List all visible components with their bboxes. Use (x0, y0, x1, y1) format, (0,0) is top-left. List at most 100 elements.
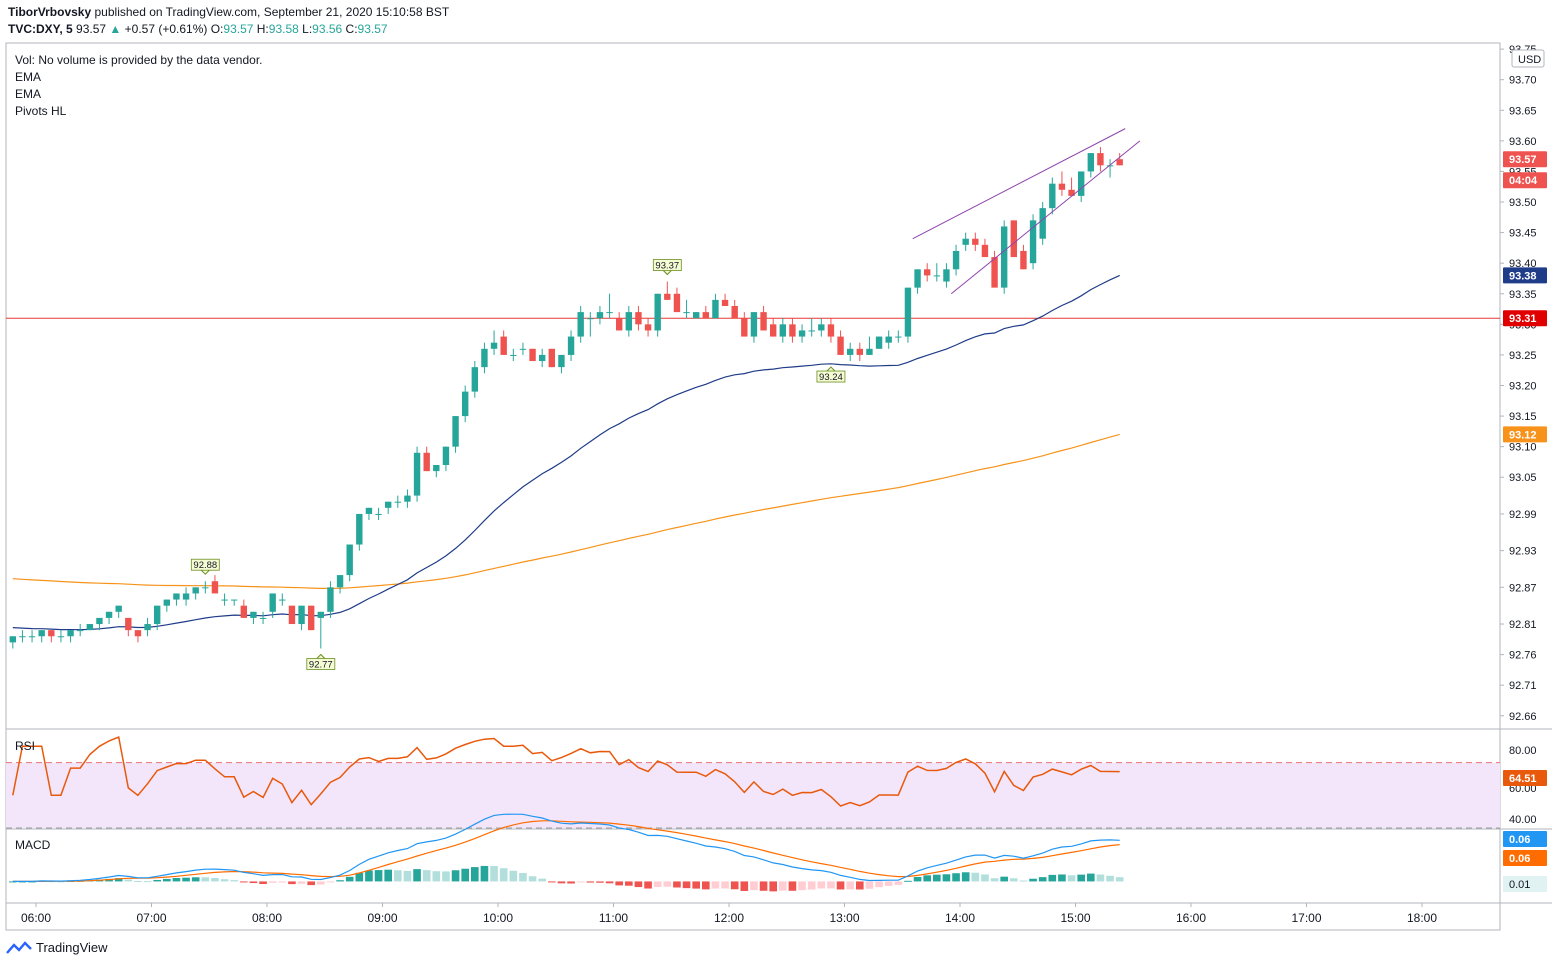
candle-body (500, 336, 507, 355)
candle-body (972, 238, 979, 245)
candle-body (577, 312, 584, 337)
candle-body (481, 348, 488, 368)
time-tick-label: 12:00 (714, 911, 744, 925)
candle (365, 507, 373, 521)
candle-body (182, 593, 190, 600)
macd-histogram-bar (942, 874, 951, 882)
macd-histogram-bar (663, 881, 672, 887)
candle (221, 593, 228, 606)
macd-histogram-bar (317, 881, 325, 885)
candle (923, 263, 931, 282)
candle-body (837, 336, 844, 355)
up-arrow-icon: ▲ (109, 22, 122, 36)
close-label: C: (345, 22, 358, 36)
candle (1097, 146, 1104, 172)
candle-body (644, 324, 652, 331)
candle (57, 630, 65, 643)
tradingview-footer[interactable]: TradingView (6, 940, 108, 955)
candle-body (1058, 183, 1066, 190)
time-tick-label: 18:00 (1407, 911, 1437, 925)
currency-label: USD (1518, 54, 1541, 66)
candle (875, 336, 883, 349)
candle-body (452, 416, 459, 447)
macd-histogram-bar (422, 870, 431, 882)
macd-histogram-bar (817, 881, 826, 889)
candle-body (519, 348, 527, 350)
time-tick-label: 15:00 (1060, 911, 1090, 925)
candle-body (712, 299, 719, 319)
candle (452, 416, 459, 453)
time-tick-label: 09:00 (367, 911, 397, 925)
price-tick-label: 93.40 (1509, 258, 1537, 270)
pivots-legend[interactable]: Pivots HL (15, 104, 67, 118)
candle (1029, 214, 1037, 270)
candle-body (538, 354, 546, 362)
macd-value-tag: 0.06 (1509, 834, 1530, 846)
tradingview-logo-icon (6, 940, 32, 954)
candle (394, 495, 402, 508)
macd-histogram-bar (528, 876, 537, 882)
candle-body (721, 299, 729, 306)
candle-body (346, 544, 353, 576)
open-label: O: (210, 22, 224, 36)
candle-body (1020, 250, 1027, 270)
hline-tag-bg (1503, 310, 1547, 327)
candle-body (625, 312, 633, 331)
candle-body (38, 630, 45, 637)
candle (972, 232, 979, 251)
volume-legend[interactable]: Vol: No volume is provided by the data v… (15, 53, 263, 67)
macd-histogram-bar (673, 881, 681, 888)
candle (356, 513, 363, 551)
candle (471, 361, 479, 398)
candle-body (731, 305, 738, 319)
candle-body (1087, 153, 1095, 172)
macd-histogram-bar (394, 870, 402, 882)
macd-histogram-bar (884, 881, 893, 886)
author-name[interactable]: TiborVrbovsky (8, 5, 92, 19)
candle-body (365, 507, 373, 514)
macd-histogram-bar (836, 881, 845, 890)
candle-body (317, 611, 325, 618)
candle-body (808, 330, 815, 332)
candle (587, 312, 594, 337)
candle-body (375, 513, 382, 515)
candle-body (798, 330, 806, 337)
candle-body (384, 501, 392, 508)
macd-histogram-bar (57, 881, 65, 883)
macd-histogram-bar (451, 870, 460, 882)
macd-signal-line (12, 820, 1120, 882)
candle-body (683, 312, 690, 314)
price-tick-label: 92.93 (1509, 546, 1537, 558)
candle-body (144, 624, 151, 631)
candle (144, 617, 151, 637)
ema-legend-2[interactable]: EMA (15, 87, 42, 101)
macd-histogram-bar (1029, 878, 1037, 882)
ema-legend-1[interactable]: EMA (15, 70, 42, 84)
macd-histogram-bar (923, 875, 931, 882)
candle (1116, 153, 1123, 166)
candle-body (510, 354, 517, 356)
candle (856, 342, 864, 362)
candle (952, 244, 960, 276)
rsi-line (12, 735, 1120, 807)
price-tick-label: 93.45 (1509, 228, 1537, 240)
candle-body (307, 605, 315, 631)
macd-legend[interactable]: MACD (15, 838, 51, 852)
rsi-tick-label: 80.00 (1509, 745, 1537, 757)
macd-histogram-bar (480, 865, 489, 882)
candle (895, 330, 902, 343)
macd-histogram-bar (297, 881, 306, 884)
candle (461, 385, 469, 423)
pivot-low-label-pointer (316, 653, 326, 659)
candle-body (288, 605, 296, 625)
symbol-name[interactable]: TVC:DXY, 5 (8, 22, 73, 36)
macd-histogram-bar (625, 881, 633, 886)
countdown-tag: 04:04 (1509, 175, 1538, 187)
macd-histogram-bar (124, 879, 133, 882)
rsi-legend[interactable]: RSI (15, 739, 36, 753)
price-tick-label: 93.15 (1509, 411, 1537, 423)
candle (1049, 177, 1056, 215)
candle (173, 593, 180, 606)
candle-body (606, 312, 613, 314)
